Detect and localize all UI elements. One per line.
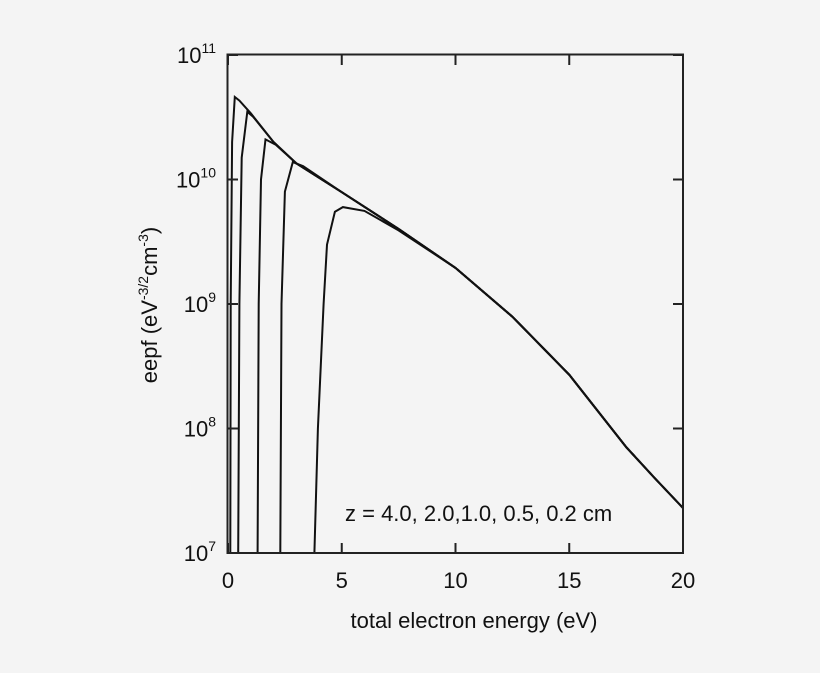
plot-frame (226, 53, 684, 554)
y-tick-label: 1010 (176, 165, 216, 193)
y-tick-label: 1011 (177, 40, 216, 68)
y-axis-label: eepf (eV-3/2cm-3) (135, 227, 162, 383)
series-line-2 (237, 109, 684, 554)
x-tick-label: 20 (671, 568, 695, 593)
x-tick-label: 10 (443, 568, 467, 593)
y-tick-label: 107 (184, 538, 216, 566)
series-line-5 (313, 206, 684, 554)
series-layer (229, 95, 684, 554)
y-tick-label: 109 (184, 289, 216, 317)
series-line-4 (279, 160, 684, 554)
x-tick-label: 15 (557, 568, 581, 593)
x-axis-label: total electron energy (eV) (350, 608, 597, 633)
x-tick-label: 5 (336, 568, 348, 593)
y-tick-label: 108 (184, 414, 216, 442)
ticks-layer: 0 5 10 15 20 107 108 109 1010 1011 (176, 40, 695, 593)
x-tick-label: 0 (222, 568, 234, 593)
annotation: z = 4.0, 2.0,1.0, 0.5, 0.2 cm (345, 501, 612, 526)
